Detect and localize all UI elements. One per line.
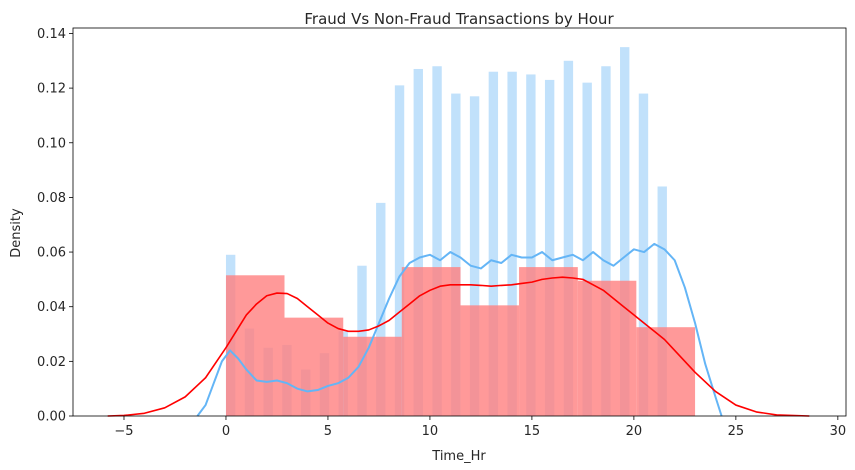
non-fraud-histogram-bar	[563, 60, 574, 417]
x-tick-label: 30	[830, 424, 847, 439]
non-fraud-histogram-bar	[638, 93, 649, 417]
x-tick-label: −5	[114, 424, 133, 439]
fraud-histogram-bar	[225, 275, 285, 416]
non-fraud-histogram-bar	[601, 66, 611, 416]
x-tick-label: 5	[324, 424, 332, 439]
fraud-histogram-bar	[460, 305, 520, 416]
non-fraud-histogram-bar	[507, 71, 517, 416]
y-tick-label: 0.02	[37, 355, 66, 370]
non-fraud-kde-line	[196, 242, 723, 417]
fraud-histogram-bar	[636, 327, 696, 416]
non-fraud-histogram-bar	[544, 79, 555, 416]
chart-title: Fraud Vs Non-Fraud Transactions by Hour	[304, 10, 614, 28]
x-tick-label: 15	[524, 424, 541, 439]
y-tick-label: 0.14	[37, 27, 66, 42]
fraud-histogram-bar	[401, 267, 461, 416]
y-axis-title: Density	[9, 208, 24, 258]
non-fraud-histogram-bar	[394, 85, 405, 416]
plot-area	[107, 47, 810, 417]
x-axis-title: Time_Hr	[431, 449, 486, 464]
fraud-histogram-bar	[343, 336, 402, 416]
y-tick-label: 0.00	[37, 410, 66, 425]
x-tick-label: 20	[626, 424, 643, 439]
non-fraud-histogram-bar	[488, 71, 499, 416]
x-tick-label: 25	[728, 424, 745, 439]
x-tick-label: 0	[222, 424, 230, 439]
non-fraud-histogram-bar	[582, 82, 592, 416]
non-fraud-histogram-bar	[620, 47, 630, 416]
fraud-histogram-bar	[577, 280, 637, 416]
fraud-histogram-bar	[284, 317, 344, 416]
x-axis: −5 0 5 10 15 20 25 30	[114, 416, 846, 439]
y-tick-label: 0.06	[37, 246, 66, 261]
non-fraud-histogram-bar	[657, 186, 667, 416]
non-fraud-histogram-bar	[526, 74, 536, 416]
y-tick-label: 0.10	[37, 136, 66, 151]
non-fraud-histogram-bar	[376, 202, 386, 416]
x-tick-label: 10	[422, 424, 439, 439]
y-tick-label: 0.08	[37, 191, 66, 206]
non-fraud-histogram-bar	[469, 96, 480, 416]
y-tick-label: 0.12	[37, 82, 66, 97]
fraud-kde-line	[107, 276, 810, 417]
non-fraud-histogram-bar	[413, 68, 423, 417]
non-fraud-histogram-bar	[432, 66, 442, 416]
y-tick-label: 0.04	[37, 300, 66, 315]
fraud-histogram-bar	[519, 267, 578, 416]
plot-frame	[72, 27, 847, 417]
y-axis: 0.00 0.02 0.04 0.06 0.08 0.10 0.12 0.14	[37, 27, 73, 425]
